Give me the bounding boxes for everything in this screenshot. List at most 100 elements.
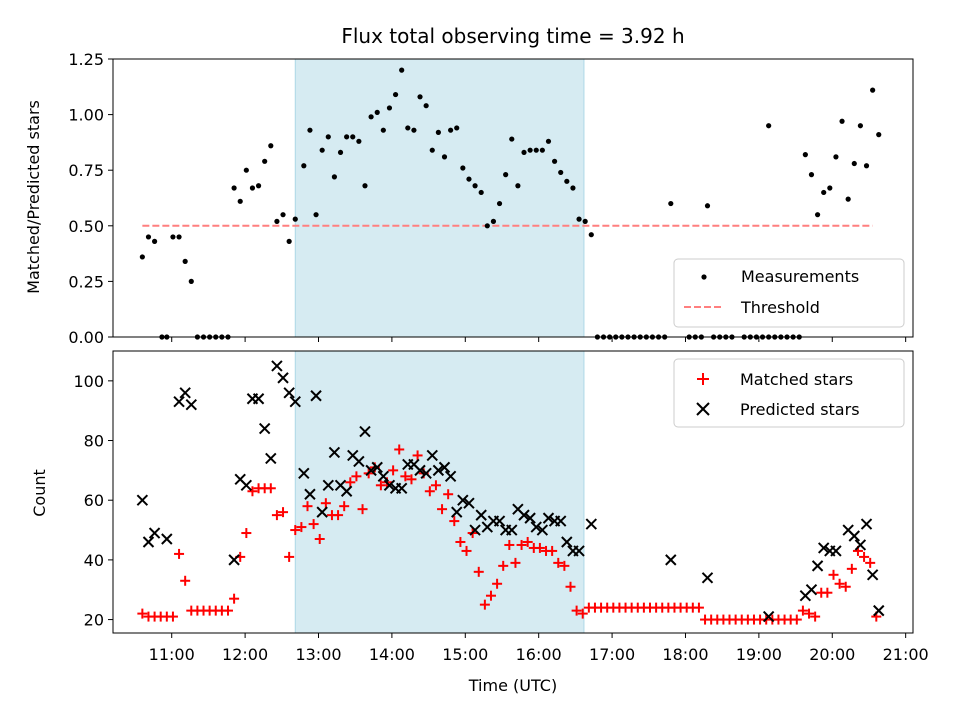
matched-star-point [859, 551, 870, 562]
predicted-star-point [830, 545, 842, 557]
matched-star-point [284, 551, 295, 562]
predicted-star-point [506, 524, 518, 536]
predicted-star-point [573, 545, 585, 557]
predicted-star-point [536, 524, 549, 536]
measurement-point [808, 172, 815, 178]
measurement-point [509, 136, 515, 142]
x-tick-label: 14:00 [369, 645, 415, 664]
predicted-star-point [359, 425, 371, 438]
count-legend: Matched stars Predicted stars [673, 358, 905, 428]
ratio-y-tick-label: 1.00 [68, 106, 104, 125]
measurement-point [472, 183, 478, 189]
measurement-point [274, 218, 280, 224]
matched-star-point [553, 557, 564, 568]
measurement-point [827, 185, 833, 191]
count-x-ticks: 11:00 12:00 13:00 14:00 15:00 16:00 17:00 18:00… [149, 633, 929, 664]
predicted-star-point [518, 509, 530, 521]
x-tick-label: 11:00 [149, 645, 195, 664]
measurement-point [582, 218, 588, 224]
predicted-star-point [848, 530, 860, 542]
matched-star-point [247, 486, 258, 497]
matched-star-point [375, 480, 386, 491]
measurement-point [588, 232, 594, 238]
predicted-star-point [444, 470, 457, 483]
measurement-point [249, 185, 256, 191]
predicted-star-point [240, 479, 253, 491]
measurement-point [802, 152, 808, 158]
count-y-tick-label: 20 [84, 611, 104, 630]
x-tick-label: 13:00 [295, 645, 341, 664]
measurement-point [533, 147, 539, 153]
matched-star-point [278, 507, 289, 518]
measurement-point [845, 196, 851, 202]
count-legend-box [673, 358, 905, 428]
ratio-y-tick-label: 0.50 [68, 217, 104, 236]
predicted-star-point [860, 518, 873, 530]
measurement-point [496, 200, 503, 207]
matched-star-point [412, 450, 423, 461]
legend-measurements-marker [701, 274, 707, 280]
matched-star-point [534, 542, 545, 553]
ratio-axes-frame [112, 58, 914, 338]
predicted-star-point [762, 610, 775, 623]
matched-star-point [339, 501, 350, 512]
matched-star-point [320, 498, 331, 509]
measurement-point [564, 178, 570, 184]
matched-star-point [840, 581, 851, 592]
predicted-star-point [322, 479, 334, 491]
predicted-star-point [304, 488, 316, 500]
predicted-star-point [328, 446, 341, 459]
predicted-star-point [265, 452, 277, 465]
measurement-point [292, 216, 298, 222]
matched-star-point [400, 471, 411, 482]
measurement-point [170, 234, 176, 240]
matched-star-point [492, 578, 503, 589]
x-tick-label: 18:00 [662, 645, 708, 664]
measurement-point [139, 254, 145, 260]
count-panel: 20 40 60 80 100 11:00 12:00 13:00 14:00 15:00 16:… [30, 350, 929, 695]
ratio-y-tick-label: 0.75 [68, 161, 104, 180]
predicted-star-point [420, 467, 432, 480]
measurement-point [262, 158, 268, 164]
ratio-points [139, 67, 882, 340]
matched-star-point [577, 608, 588, 619]
measurement-point [539, 147, 545, 153]
predicted-star-point [179, 387, 191, 399]
predicted-star-point [136, 494, 149, 506]
measurement-point [821, 189, 827, 196]
measurement-point [301, 163, 307, 169]
predicted-star-point [475, 509, 487, 521]
measurement-point [484, 223, 490, 229]
predicted-star-point [866, 569, 879, 581]
measurement-point [380, 127, 386, 133]
ratio-y-axis-label: Matched/Predicted stars [24, 100, 43, 294]
measurement-point [863, 163, 870, 169]
measurement-point [182, 258, 188, 264]
predicted-star-point [228, 554, 240, 566]
predicted-star-point [298, 467, 310, 480]
predicted-star-point [524, 512, 536, 524]
count-y-axis-label: Count [30, 469, 49, 517]
matched-star-point [424, 486, 435, 497]
measurement-point [325, 134, 331, 140]
matched-star-point [388, 465, 399, 476]
matched-star-point [479, 599, 490, 610]
matched-star-point [406, 474, 417, 485]
measurement-point [188, 278, 194, 284]
predicted-star-point [805, 584, 818, 596]
predicted-star-point [811, 560, 824, 572]
measurement-point [280, 212, 286, 218]
measurement-point [576, 216, 582, 222]
matched-star-point [485, 590, 496, 601]
measurement-point [362, 183, 368, 189]
matched-star-point [473, 566, 484, 577]
predicted-star-point [142, 536, 155, 548]
measurement-point [448, 127, 454, 133]
measurement-point [319, 147, 325, 153]
measurement-point [558, 169, 564, 176]
measurement-point [405, 125, 411, 131]
measurement-point [668, 200, 674, 207]
measurement-point [331, 174, 338, 180]
matched-star-point [180, 575, 191, 586]
matched-star-point [547, 545, 558, 556]
